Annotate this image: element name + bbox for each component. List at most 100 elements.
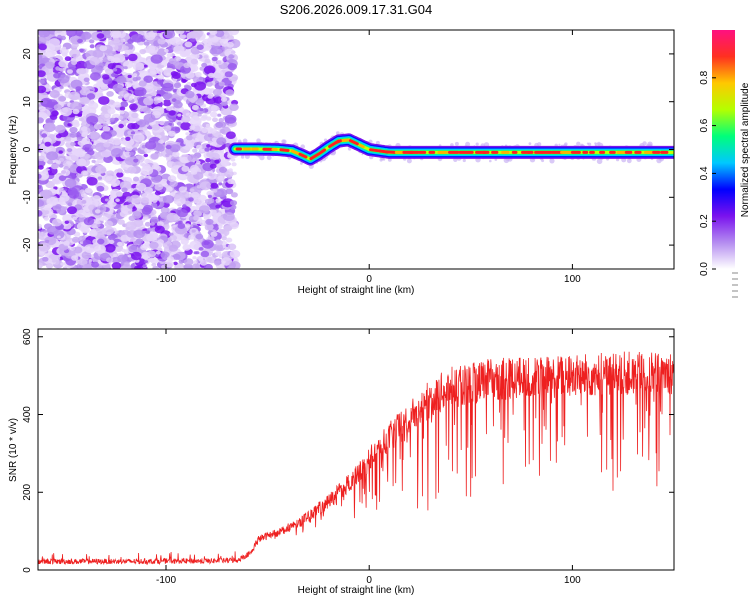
noise-blob	[81, 31, 92, 40]
snr-data	[38, 351, 674, 566]
trace-peak	[309, 152, 321, 161]
noise-blob	[175, 100, 181, 104]
noise-blob	[51, 50, 58, 55]
noise-blob	[117, 95, 123, 100]
noise-blob	[134, 265, 141, 269]
noise-blob	[228, 54, 235, 59]
noise-blob	[162, 195, 174, 204]
noise-blob	[195, 251, 200, 255]
snr-axes: -100 0 100 0 200 400 600	[22, 328, 674, 586]
trace-halo-dot	[300, 144, 306, 149]
noise-blob	[196, 44, 204, 50]
noise-blob	[40, 97, 53, 107]
noise-blob	[39, 79, 46, 84]
noise-blob	[53, 72, 61, 79]
noise-blob	[145, 230, 151, 234]
snr-y-tick-label: 600	[22, 328, 33, 345]
noise-blob	[192, 256, 197, 260]
noise-blob	[191, 229, 196, 233]
noise-blob	[86, 115, 99, 125]
noise-blob	[197, 113, 202, 117]
noise-blob	[145, 83, 154, 90]
noise-blob	[112, 202, 117, 206]
noise-blob	[150, 222, 155, 226]
noise-blob	[157, 79, 164, 85]
noise-blob	[119, 180, 132, 190]
noise-blob	[227, 178, 235, 185]
noise-blob	[206, 144, 211, 148]
noise-blob	[56, 235, 61, 239]
noise-blob	[107, 63, 116, 70]
noise-blob	[127, 204, 134, 209]
noise-blob	[110, 30, 122, 39]
noise-blob	[100, 106, 108, 113]
noise-blob	[201, 239, 214, 249]
noise-blob	[67, 69, 73, 74]
noise-blob	[173, 89, 177, 93]
noise-blob	[38, 155, 45, 162]
noise-blob	[43, 158, 48, 163]
noise-blob	[210, 231, 218, 237]
noise-blob	[55, 134, 62, 139]
noise-blob	[71, 255, 79, 261]
trace-halo-dot	[281, 139, 286, 144]
noise-blob	[124, 49, 130, 55]
noise-blob	[179, 33, 187, 39]
noise-blob	[211, 137, 218, 143]
noise-blob	[153, 101, 159, 105]
noise-blob	[184, 41, 193, 48]
noise-blob	[107, 55, 115, 62]
noise-blob	[189, 125, 196, 130]
trace-halo-dot	[489, 159, 492, 163]
noise-blob	[102, 30, 113, 39]
noise-blob	[71, 60, 78, 66]
noise-blob	[143, 186, 153, 194]
noise-blob	[60, 35, 66, 41]
noise-blob	[100, 149, 112, 158]
noise-blob	[101, 131, 112, 140]
noise-blob	[38, 43, 47, 51]
noise-blob	[40, 189, 53, 199]
noise-blob	[98, 96, 110, 105]
noise-blob	[209, 209, 217, 215]
trace-halo-dot	[240, 155, 245, 159]
noise-blob	[174, 194, 181, 200]
trace-halo-dot	[450, 143, 454, 147]
noise-blob	[216, 59, 224, 65]
noise-blob	[211, 141, 218, 147]
noise-blob	[163, 30, 176, 39]
noise-blob	[166, 212, 179, 222]
noise-blob	[149, 66, 160, 75]
noise-blob	[111, 36, 124, 46]
noise-blob	[69, 126, 78, 134]
noise-blob	[130, 131, 136, 135]
noise-blob	[102, 126, 111, 132]
trace-halo-dot	[597, 141, 601, 145]
spectrogram-data	[38, 30, 674, 269]
noise-blob	[156, 74, 164, 80]
noise-blob	[106, 257, 114, 263]
trace-halo-dot	[528, 142, 532, 146]
noise-blob	[104, 113, 110, 118]
noise-blob	[146, 233, 157, 242]
noise-blob	[67, 202, 73, 207]
spectrogram-y-tick-label: -10	[22, 190, 33, 205]
noise-blob	[58, 150, 63, 154]
noise-blob	[230, 158, 236, 162]
noise-blob	[159, 64, 164, 69]
noise-blob	[84, 187, 93, 194]
noise-blob	[197, 194, 207, 202]
noise-blob	[213, 243, 224, 251]
noise-blob	[218, 81, 225, 87]
noise-blob	[55, 160, 62, 165]
noise-blob	[113, 117, 119, 122]
noise-blob	[104, 243, 116, 253]
noise-blob	[123, 261, 130, 267]
noise-blob	[102, 74, 110, 80]
noise-blob	[215, 239, 223, 246]
noise-blob	[117, 168, 123, 173]
noise-blob	[143, 97, 154, 106]
noise-blob	[202, 87, 213, 95]
noise-blob	[180, 156, 190, 164]
noise-blob	[132, 211, 142, 219]
